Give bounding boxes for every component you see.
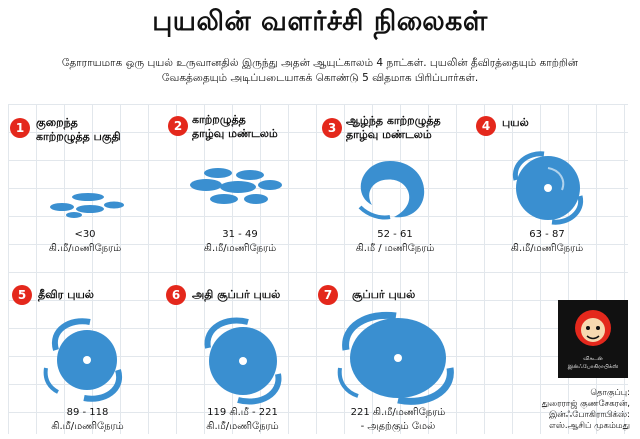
stage-number-badge: 5: [12, 285, 32, 305]
stage-number-badge: 3: [322, 118, 342, 138]
credits: தொகுப்பு: துரைராஜ் குணசேகரன், இன்ஃபோகிரா…: [541, 388, 630, 431]
depression-cloud-icon: [190, 168, 282, 204]
severe-cyclone-swirl-icon: [43, 318, 123, 402]
speed-range: 89 - 118 கி.மீ/மணிநேரம்: [51, 407, 124, 432]
vikatan-logo: விகடன் இன்ஃபோகிராபிக்ஸ்: [558, 300, 628, 378]
stage-label: ஆழ்ந்த காற்றழுத்த தாழ்வு மண்டலம்: [346, 114, 441, 141]
stage-number-badge: 4: [476, 116, 496, 136]
speed-range: 63 - 87 கி.மீ/மணிநேரம்: [510, 229, 584, 254]
stage-label: குறைந்த காற்றழுத்த பகுதி: [36, 116, 121, 143]
speed-range: <30 கி.மீ/மணிநேரம்: [48, 229, 122, 254]
super-cyclone-swirl-icon: [337, 311, 454, 405]
speed-range: 221 கி.மீ/மணிநேரம் - அதற்கும் மேல்: [350, 407, 446, 432]
deep-depression-swirl-icon: [358, 161, 425, 220]
speed-range: 119 கி.மீ - 221 கி.மீ/மணிநேரம்: [206, 407, 279, 432]
mascot-face-icon: [575, 310, 611, 346]
intro-text: தோராயமாக ஒரு புயல் உருவானதில் இருந்து அத…: [61, 57, 579, 84]
logo-line1: விகடன்: [583, 356, 603, 362]
very-severe-cyclone-swirl-icon: [204, 317, 282, 405]
page-title: புயலின் வளர்ச்சி நிலைகள்: [152, 6, 488, 37]
stage-label: அதி சூப்பர் புயல்: [192, 288, 281, 301]
speed-range: 52 - 61 கி.மீ / மணிநேரம்: [355, 229, 435, 254]
cyclone-swirl-icon: [512, 151, 584, 225]
stage-number-badge: 7: [318, 285, 338, 305]
logo-line2: இன்ஃபோகிராபிக்ஸ்: [567, 364, 619, 370]
stage-label: காற்றழுத்த தாழ்வு மண்டலம்: [192, 113, 278, 140]
stage-label: புயல்: [502, 116, 529, 129]
stage-number-badge: 6: [166, 285, 186, 305]
speed-range: 31 - 49 கி.மீ/மணிநேரம்: [203, 229, 277, 254]
stage-label: தீவிர புயல்: [38, 288, 94, 301]
stage-label: சூப்பர் புயல்: [352, 288, 416, 301]
stage-number-badge: 1: [10, 118, 30, 138]
stage-number-badge: 2: [168, 116, 188, 136]
low-pressure-cloud-icon: [50, 193, 124, 218]
